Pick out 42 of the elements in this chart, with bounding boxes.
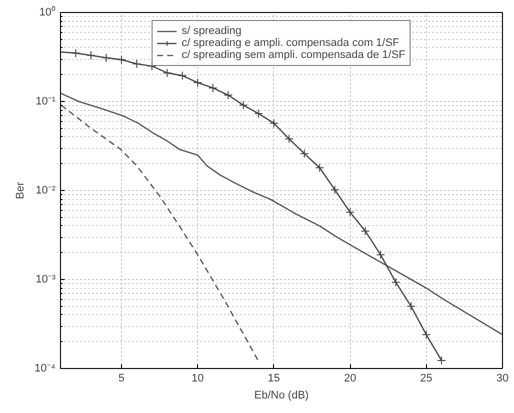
point (422, 330, 431, 340)
line-series (60, 92, 502, 336)
x-tick-label: 5 (118, 372, 125, 384)
y-tick-label: 10⁻⁴ (34, 362, 56, 374)
x-tick-label: 25 (420, 372, 432, 384)
y-axis-title: Ber (14, 182, 27, 200)
point (346, 208, 355, 217)
point (391, 278, 400, 287)
x-tick-label: 15 (268, 372, 280, 384)
point (300, 149, 309, 158)
point (71, 48, 80, 58)
point (437, 356, 446, 365)
x-tick-label: 10 (192, 372, 204, 384)
point (102, 53, 111, 62)
point (116, 55, 126, 64)
x-tick-label: 20 (344, 372, 356, 384)
x-axis-title: Eb/No (dB) (254, 390, 309, 402)
point (406, 302, 416, 311)
point (269, 118, 278, 128)
legend-label: c/ spreading e ampli. compensada com 1/SF (182, 37, 400, 49)
point (330, 185, 340, 194)
point (132, 59, 142, 68)
point (178, 71, 187, 80)
y-tick-label: 10⁻¹ (36, 96, 56, 108)
point (162, 68, 172, 78)
point (284, 134, 294, 144)
y-tick-label: 10⁰ (39, 6, 56, 18)
point (315, 163, 324, 172)
point (193, 78, 202, 88)
point (360, 226, 370, 236)
y-tick-label: 10⁻³ (36, 274, 56, 286)
point (86, 50, 96, 60)
point (208, 83, 218, 92)
point (254, 109, 264, 118)
point (376, 250, 386, 260)
legend-label: c/ spreading sem ampli. compensada de 1/SF (182, 49, 406, 61)
point (238, 100, 248, 110)
legend-label: s/ spreading (182, 25, 242, 37)
y-tick-label: 10⁻² (36, 184, 56, 196)
line-series (60, 104, 260, 362)
x-tick-label: 30 (496, 372, 509, 384)
point (224, 90, 233, 100)
